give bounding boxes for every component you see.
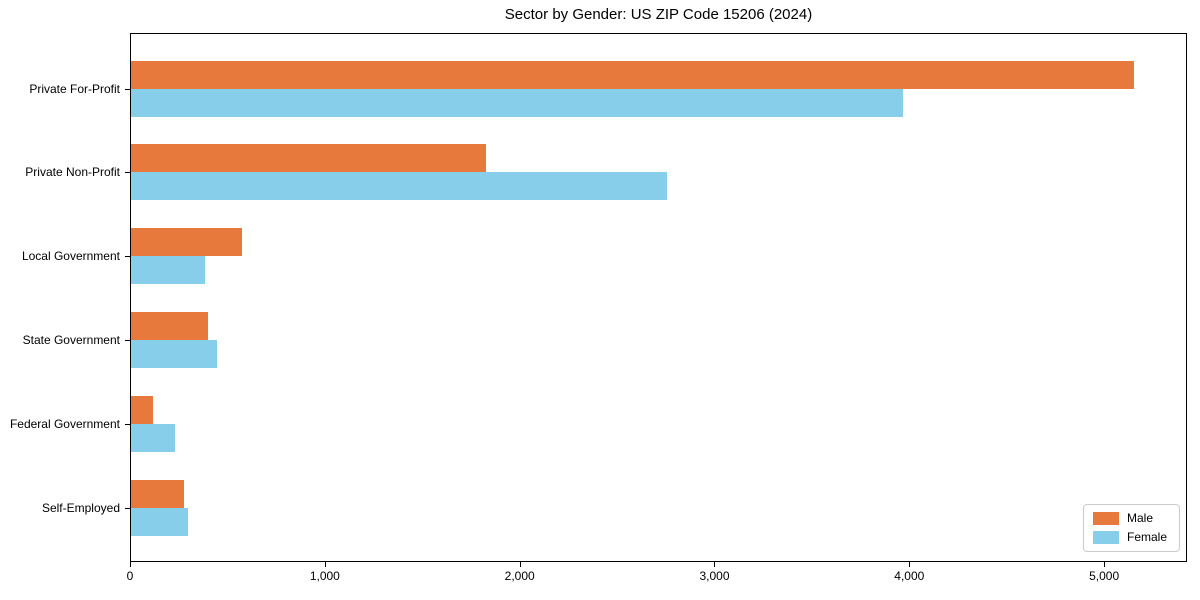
plot-area: Male Female bbox=[130, 33, 1187, 562]
x-axis-tick-label: 1,000 bbox=[309, 569, 340, 583]
y-axis-category-label-state-government: State Government bbox=[22, 332, 120, 347]
bar-female-private-non-profit bbox=[131, 172, 667, 201]
x-axis-tick-label: 2,000 bbox=[504, 569, 535, 583]
bar-male-private-for-profit bbox=[131, 60, 1134, 89]
y-axis-tick bbox=[125, 256, 130, 258]
x-axis-tick bbox=[324, 562, 326, 567]
chart-legend: Male Female bbox=[1082, 504, 1180, 552]
bar-male-state-government bbox=[131, 311, 208, 340]
x-axis-tick-label: 3,000 bbox=[699, 569, 730, 583]
y-axis-category-label-self-employed: Self-Employed bbox=[41, 500, 120, 515]
legend-item-female: Female bbox=[1092, 530, 1167, 544]
y-axis-category-label-private-non-profit: Private Non-Profit bbox=[25, 165, 120, 180]
x-axis-tick-label: 4,000 bbox=[894, 569, 925, 583]
y-axis-tick bbox=[125, 339, 130, 341]
x-axis-tick bbox=[1104, 562, 1106, 567]
x-axis-tick bbox=[519, 562, 521, 567]
bar-male-private-non-profit bbox=[131, 144, 486, 173]
y-axis-tick bbox=[125, 507, 130, 509]
y-axis-category-label-local-government: Local Government bbox=[21, 249, 120, 264]
chart-title: Sector by Gender: US ZIP Code 15206 (202… bbox=[504, 6, 813, 23]
bar-female-local-government bbox=[131, 256, 205, 285]
male-color-swatch bbox=[1092, 512, 1119, 525]
x-axis-tick bbox=[130, 562, 131, 567]
female-color-swatch bbox=[1092, 531, 1119, 544]
bar-female-federal-government bbox=[131, 423, 175, 452]
x-axis-tick bbox=[909, 562, 911, 567]
bar-female-self-employed bbox=[131, 507, 188, 536]
legend-item-male: Male bbox=[1092, 511, 1167, 525]
y-axis-tick bbox=[125, 172, 130, 174]
x-axis-tick-label: 5,000 bbox=[1089, 569, 1120, 583]
x-axis-tick bbox=[714, 562, 716, 567]
y-axis-category-label-federal-government: Federal Government bbox=[9, 416, 120, 431]
legend-label-male: Male bbox=[1126, 511, 1153, 525]
x-axis-tick-label: 0 bbox=[126, 569, 134, 583]
y-axis-category-label-private-for-profit: Private For-Profit bbox=[29, 81, 120, 96]
y-axis-tick bbox=[125, 423, 130, 425]
bar-male-self-employed bbox=[131, 479, 184, 508]
bar-male-federal-government bbox=[131, 395, 153, 424]
y-axis-tick bbox=[125, 88, 130, 90]
legend-label-female: Female bbox=[1126, 530, 1167, 544]
bar-female-state-government bbox=[131, 339, 217, 368]
bar-male-local-government bbox=[131, 228, 242, 257]
bar-female-private-for-profit bbox=[131, 88, 903, 117]
